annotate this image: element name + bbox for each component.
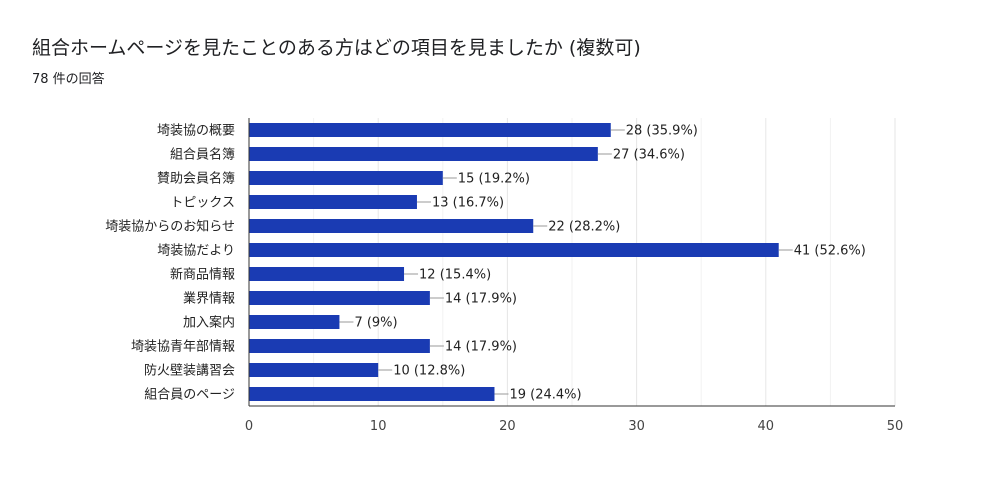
x-tick-label: 40	[758, 419, 775, 434]
x-tick-label: 0	[245, 419, 253, 434]
bar	[249, 291, 430, 305]
bar	[249, 147, 598, 161]
data-label: 10 (12.8%)	[393, 364, 465, 379]
bar	[249, 123, 611, 137]
bar	[249, 339, 430, 353]
bar	[249, 315, 340, 329]
category-label: 埼装協だより	[157, 244, 235, 259]
data-label: 28 (35.9%)	[626, 124, 698, 139]
chart-title: 組合ホームページを見たことのある方はどの項目を見ましたか (複数可)	[32, 37, 641, 59]
data-label: 14 (17.9%)	[445, 340, 517, 355]
bar	[249, 243, 779, 257]
category-label: 業界情報	[183, 291, 235, 307]
data-label: 13 (16.7%)	[432, 196, 504, 211]
category-label: 埼装協の概要	[157, 124, 235, 139]
category-label: 組合員名簿	[170, 147, 235, 163]
category-label: 新商品情報	[170, 267, 235, 283]
data-label: 15 (19.2%)	[458, 172, 530, 187]
category-label: 防火壁装講習会	[144, 363, 235, 379]
x-tick-label: 20	[499, 419, 516, 434]
bar	[249, 387, 495, 401]
category-label: 埼装協青年部情報	[131, 340, 235, 355]
category-label: 加入案内	[183, 315, 235, 331]
x-tick-label: 50	[887, 419, 904, 434]
bar	[249, 363, 379, 377]
bar	[249, 195, 417, 209]
bar	[249, 219, 534, 233]
category-label: 埼装協からのお知らせ	[105, 219, 235, 235]
x-tick-label: 30	[628, 419, 645, 434]
response-count: 78 件の回答	[32, 72, 105, 87]
bar	[249, 267, 405, 281]
category-label: 組合員のページ	[144, 388, 235, 403]
data-label: 22 (28.2%)	[548, 220, 620, 235]
data-label: 14 (17.9%)	[445, 292, 517, 307]
category-label: 賛助会員名簿	[157, 171, 235, 187]
x-tick-label: 10	[370, 419, 387, 434]
data-label: 27 (34.6%)	[613, 148, 685, 163]
data-label: 7 (9%)	[354, 316, 397, 331]
data-label: 19 (24.4%)	[509, 388, 581, 403]
category-label: トピックス	[170, 196, 235, 211]
data-label: 12 (15.4%)	[419, 268, 491, 283]
data-label: 41 (52.6%)	[794, 244, 866, 259]
bar	[249, 171, 443, 185]
